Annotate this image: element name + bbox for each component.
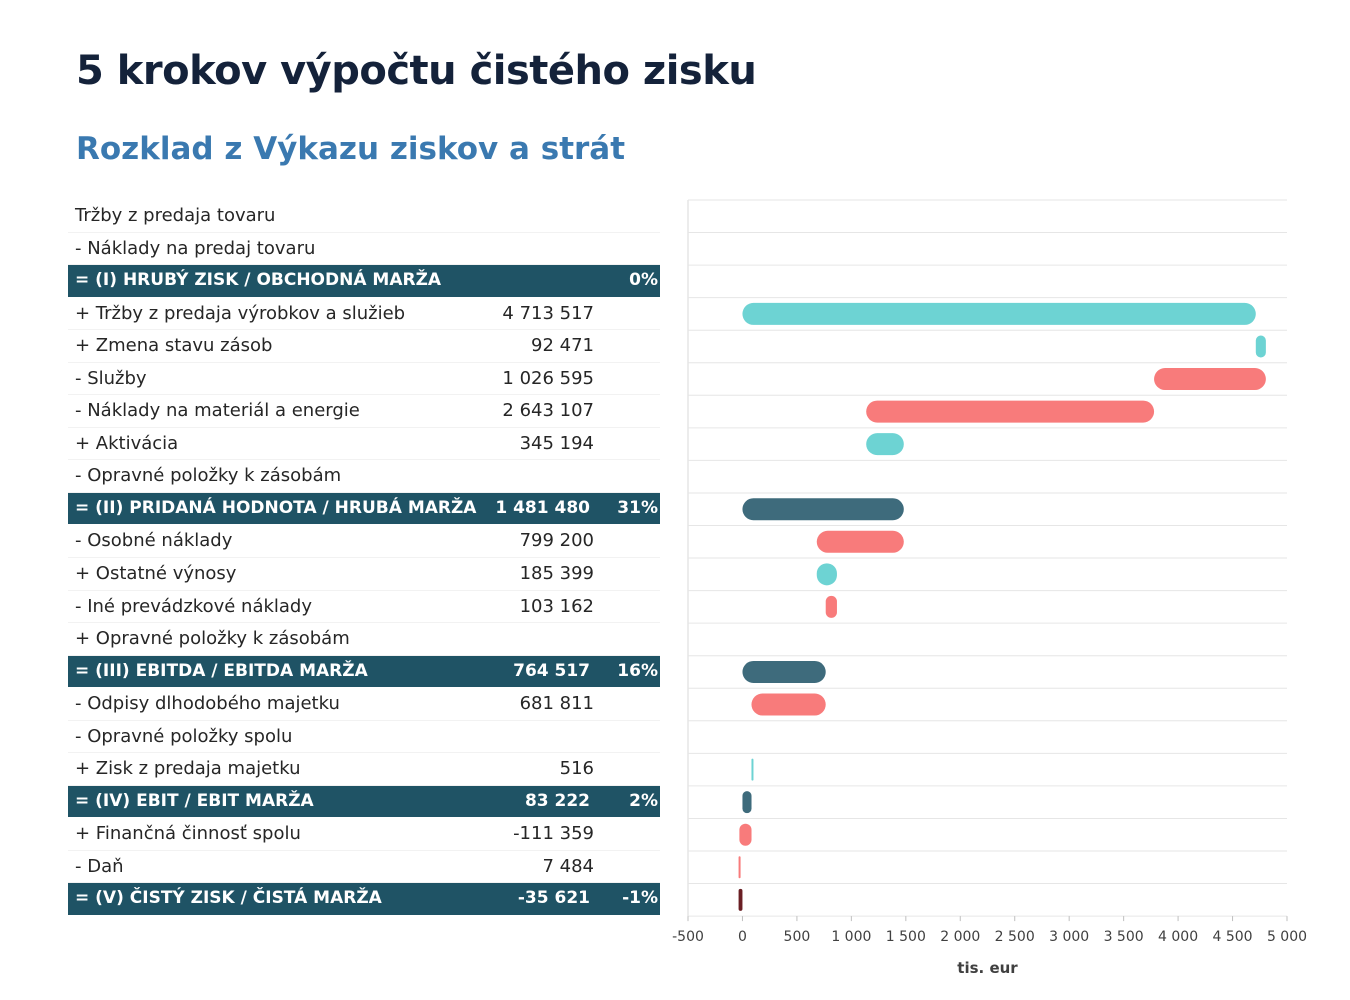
table-row: - Osobné náklady 799 200 xyxy=(68,525,660,559)
row-value: 1 481 480 xyxy=(495,497,590,518)
row-label: - Iné prevádzkové náklady xyxy=(75,595,313,617)
row-label: + Opravné položky k zásobám xyxy=(75,628,350,650)
row-value: 92 471 xyxy=(531,335,594,357)
row-margin: -1% xyxy=(622,888,658,909)
row-margin: 0% xyxy=(629,270,658,291)
table-row: + Finančná činnosť spolu -111 359 xyxy=(68,818,660,851)
row-label: + Tržby z predaja výrobkov a služieb xyxy=(75,302,406,324)
bar-increase xyxy=(866,433,904,456)
row-value: 1 026 595 xyxy=(502,367,594,389)
bar-total xyxy=(742,498,904,521)
row-margin: 31% xyxy=(617,497,658,518)
table-row: - Náklady na predaj tovaru xyxy=(68,233,660,266)
page-subtitle: Rozklad z Výkazu ziskov a strát xyxy=(76,131,626,167)
row-label: + Zisk z predaja majetku xyxy=(75,758,301,780)
table-row: - Náklady na materiál a energie 2 643 107 xyxy=(68,395,660,428)
bar-increase xyxy=(742,302,1256,325)
x-tick-label: 0 xyxy=(738,929,747,945)
row-label: - Náklady na materiál a energie xyxy=(75,400,360,422)
table-total-row: = (II) PRIDANÁ HODNOTA / HRUBÁ MARŽA 1 48… xyxy=(68,492,660,526)
x-tick-label: 4 500 xyxy=(1212,929,1252,945)
row-label: + Zmena stavu zásob xyxy=(75,335,273,357)
row-value: 83 222 xyxy=(524,790,590,811)
row-label: - Náklady na predaj tovaru xyxy=(75,237,316,259)
row-margin: 16% xyxy=(617,660,658,681)
row-label: - Osobné náklady xyxy=(75,530,233,552)
row-value: 7 484 xyxy=(542,855,594,877)
row-label: = (I) HRUBÝ ZISK / OBCHODNÁ MARŽA xyxy=(75,270,442,291)
row-label: = (II) PRIDANÁ HODNOTA / HRUBÁ MARŽA xyxy=(75,497,477,518)
row-value: 4 713 517 xyxy=(502,302,594,324)
bar-decrease xyxy=(1154,368,1266,391)
row-label: Tržby z predaja tovaru xyxy=(75,205,276,226)
x-tick-label: 500 xyxy=(784,929,811,945)
income-statement-table: Tržby z predaja tovaru - Náklady na preda… xyxy=(68,200,660,917)
row-label: + Ostatné výnosy xyxy=(75,563,237,585)
row-label: = (IV) EBIT / EBIT MARŽA xyxy=(75,790,314,811)
x-tick-label: 1 500 xyxy=(886,929,926,945)
row-label: + Aktivácia xyxy=(75,432,179,454)
x-tick-label: 2 500 xyxy=(995,929,1035,945)
bar-decrease xyxy=(866,400,1155,423)
table-total-row: = (V) ČISTÝ ZISK / ČISTÁ MARŽA -35 621 -1% xyxy=(68,883,660,917)
row-value: 345 194 xyxy=(519,432,594,454)
table-total-row: = (III) EBITDA / EBITDA MARŽA 764 517 16% xyxy=(68,655,660,689)
bar-decrease xyxy=(816,530,904,553)
x-tick-label: 5 000 xyxy=(1267,929,1307,945)
bar-decrease xyxy=(739,823,752,846)
x-tick-label: 3 500 xyxy=(1104,929,1144,945)
x-tick-label: -500 xyxy=(672,929,704,945)
row-value: 764 517 xyxy=(513,660,590,681)
table-total-row: = (I) HRUBÝ ZISK / OBCHODNÁ MARŽA 0% xyxy=(68,265,660,298)
table-row: - Daň 7 484 xyxy=(68,851,660,884)
row-label: = (V) ČISTÝ ZISK / ČISTÁ MARŽA xyxy=(75,888,382,909)
x-tick-label: 3 000 xyxy=(1049,929,1089,945)
bar-total xyxy=(742,791,752,814)
bar-increase xyxy=(1255,335,1266,358)
bar-final xyxy=(738,888,743,911)
x-tick-label: 2 000 xyxy=(940,929,980,945)
row-value: 2 643 107 xyxy=(502,400,594,422)
row-value: 103 162 xyxy=(519,595,594,617)
bar-decrease xyxy=(738,856,741,879)
row-label: = (III) EBITDA / EBITDA MARŽA xyxy=(75,660,368,681)
row-value: 516 xyxy=(559,758,594,780)
row-value: 185 399 xyxy=(519,563,594,585)
row-label: - Opravné položky k zásobám xyxy=(75,465,342,487)
table-row: - Opravné položky k zásobám xyxy=(68,460,660,493)
row-value: -35 621 xyxy=(517,888,590,909)
x-axis-label: tis. eur xyxy=(957,959,1018,977)
row-label: - Daň xyxy=(75,855,124,877)
row-label: - Odpisy dlhodobého majetku xyxy=(75,693,340,715)
row-label: + Finančná činnosť spolu xyxy=(75,823,301,845)
table-row: + Zmena stavu zásob 92 471 xyxy=(68,330,660,363)
row-label: - Služby xyxy=(75,367,147,389)
table-row: - Odpisy dlhodobého majetku 681 811 xyxy=(68,688,660,721)
table-row: + Opravné položky k zásobám xyxy=(68,623,660,656)
table-row: + Ostatné výnosy 185 399 xyxy=(68,558,660,591)
x-tick-label: 4 000 xyxy=(1158,929,1198,945)
row-value: 681 811 xyxy=(519,693,594,715)
table-row: + Tržby z predaja výrobkov a služieb 4 71… xyxy=(68,298,660,331)
page-title: 5 krokov výpočtu čistého zisku xyxy=(76,48,757,94)
bar-increase xyxy=(816,563,837,586)
table-row: + Aktivácia 345 194 xyxy=(68,428,660,461)
x-tick-label: 1 000 xyxy=(831,929,871,945)
row-label: - Opravné položky spolu xyxy=(75,725,293,747)
table-row: - Iné prevádzkové náklady 103 162 xyxy=(68,591,660,624)
bar-decrease xyxy=(825,595,837,618)
table-total-row: = (IV) EBIT / EBIT MARŽA 83 222 2% xyxy=(68,785,660,819)
table-row: - Opravné položky spolu xyxy=(68,721,660,754)
bar-total xyxy=(742,660,826,683)
row-margin: 2% xyxy=(629,790,658,811)
table-row: - Služby 1 026 595 xyxy=(68,363,660,396)
table-row: Tržby z predaja tovaru xyxy=(68,200,660,233)
bar-decrease xyxy=(751,693,826,716)
row-value: -111 359 xyxy=(513,823,594,845)
row-value: 799 200 xyxy=(519,530,594,552)
bar-increase xyxy=(751,758,754,781)
waterfall-chart: -500 0 500 1 000 1 500 2 000 2 500 3 000 3 500 4 … xyxy=(672,199,1307,977)
table-row: + Zisk z predaja majetku 516 xyxy=(68,753,660,786)
